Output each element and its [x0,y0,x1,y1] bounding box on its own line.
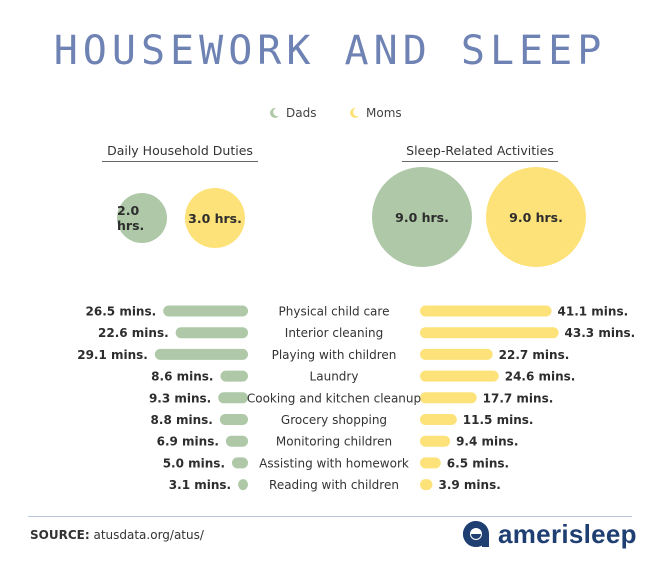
bar-dads [218,392,248,404]
bar-moms [420,414,457,425]
category-label: Grocery shopping [281,413,387,427]
bubble-household-dads: 2.0 hrs. [117,193,167,243]
source-link[interactable]: atusdata.org/atus/ [93,528,204,542]
data-label-moms: 11.5 mins. [463,413,534,427]
data-label-dads: 8.6 mins. [151,370,213,384]
bar-dads [232,457,248,469]
data-label-dads: 8.8 mins. [151,413,213,427]
source-note: SOURCE: atusdata.org/atus/ [30,528,204,542]
data-label-moms: 17.7 mins. [483,391,554,405]
data-label-moms: 3.9 mins. [438,478,500,492]
bar-moms [420,392,477,404]
bar-moms [420,479,433,491]
footer-divider [28,516,632,517]
bar-dads [225,435,248,447]
moon-icon [270,107,279,118]
category-label: Interior cleaning [285,326,383,340]
source-label: SOURCE: [30,528,90,542]
category-label: Playing with children [272,348,397,362]
data-label-moms: 24.6 mins. [505,370,576,384]
data-label-moms: 41.1 mins. [558,305,629,319]
section-title-sleep: Sleep-Related Activities [402,143,558,162]
bubble-sleep-moms: 9.0 hrs. [486,167,586,267]
category-label: Cooking and kitchen cleanup [247,391,421,405]
data-label-dads: 9.3 mins. [149,391,211,405]
legend-item-moms: Moms [348,106,402,120]
section-title-household: Daily Household Duties [102,143,258,162]
legend-item-dads: Dads [268,106,316,120]
bar-moms [420,327,559,339]
bar-moms [420,348,493,360]
brand-name: amerisleep [498,518,637,549]
bar-dads [219,414,248,425]
amerisleep-logo-icon [463,521,489,547]
category-label: Physical child care [279,305,390,319]
data-label-dads: 26.5 mins. [86,305,157,319]
brand-logo: amerisleep [460,518,637,550]
data-label-moms: 43.3 mins. [565,326,636,340]
data-label-dads: 6.9 mins. [157,435,219,449]
bar-moms [420,435,451,447]
bar-moms [420,457,441,469]
data-label-dads: 5.0 mins. [163,456,225,470]
bubble-sleep-dads: 9.0 hrs. [372,167,472,267]
category-label: Laundry [310,370,359,384]
data-label-moms: 6.5 mins. [447,456,509,470]
data-label-moms: 9.4 mins. [456,435,518,449]
activity-bar-chart: Physical child care 26.5 mins. 41.1 mins. I… [77,305,636,493]
legend: Dads Moms [0,106,660,124]
bar-dads [220,370,248,382]
data-label-moms: 22.7 mins. [499,348,570,362]
bar-dads [238,479,248,491]
bar-moms [420,370,499,382]
chart-title: HOUSEWORK AND SLEEP [53,28,607,74]
category-label: Reading with children [269,478,399,492]
bar-dads [163,305,248,317]
category-label: Assisting with homework [259,456,409,470]
data-label-dads: 29.1 mins. [77,348,148,362]
data-label-dads: 22.6 mins. [98,326,169,340]
bar-dads [175,327,248,339]
legend-label-dads: Dads [286,106,317,120]
data-label-dads: 3.1 mins. [169,478,231,492]
bubble-household-moms: 3.0 hrs. [185,188,245,248]
bar-moms [420,305,552,317]
legend-label-moms: Moms [366,106,402,120]
category-label: Monitoring children [276,435,392,449]
bar-dads [154,348,248,360]
moon-icon [350,107,359,118]
